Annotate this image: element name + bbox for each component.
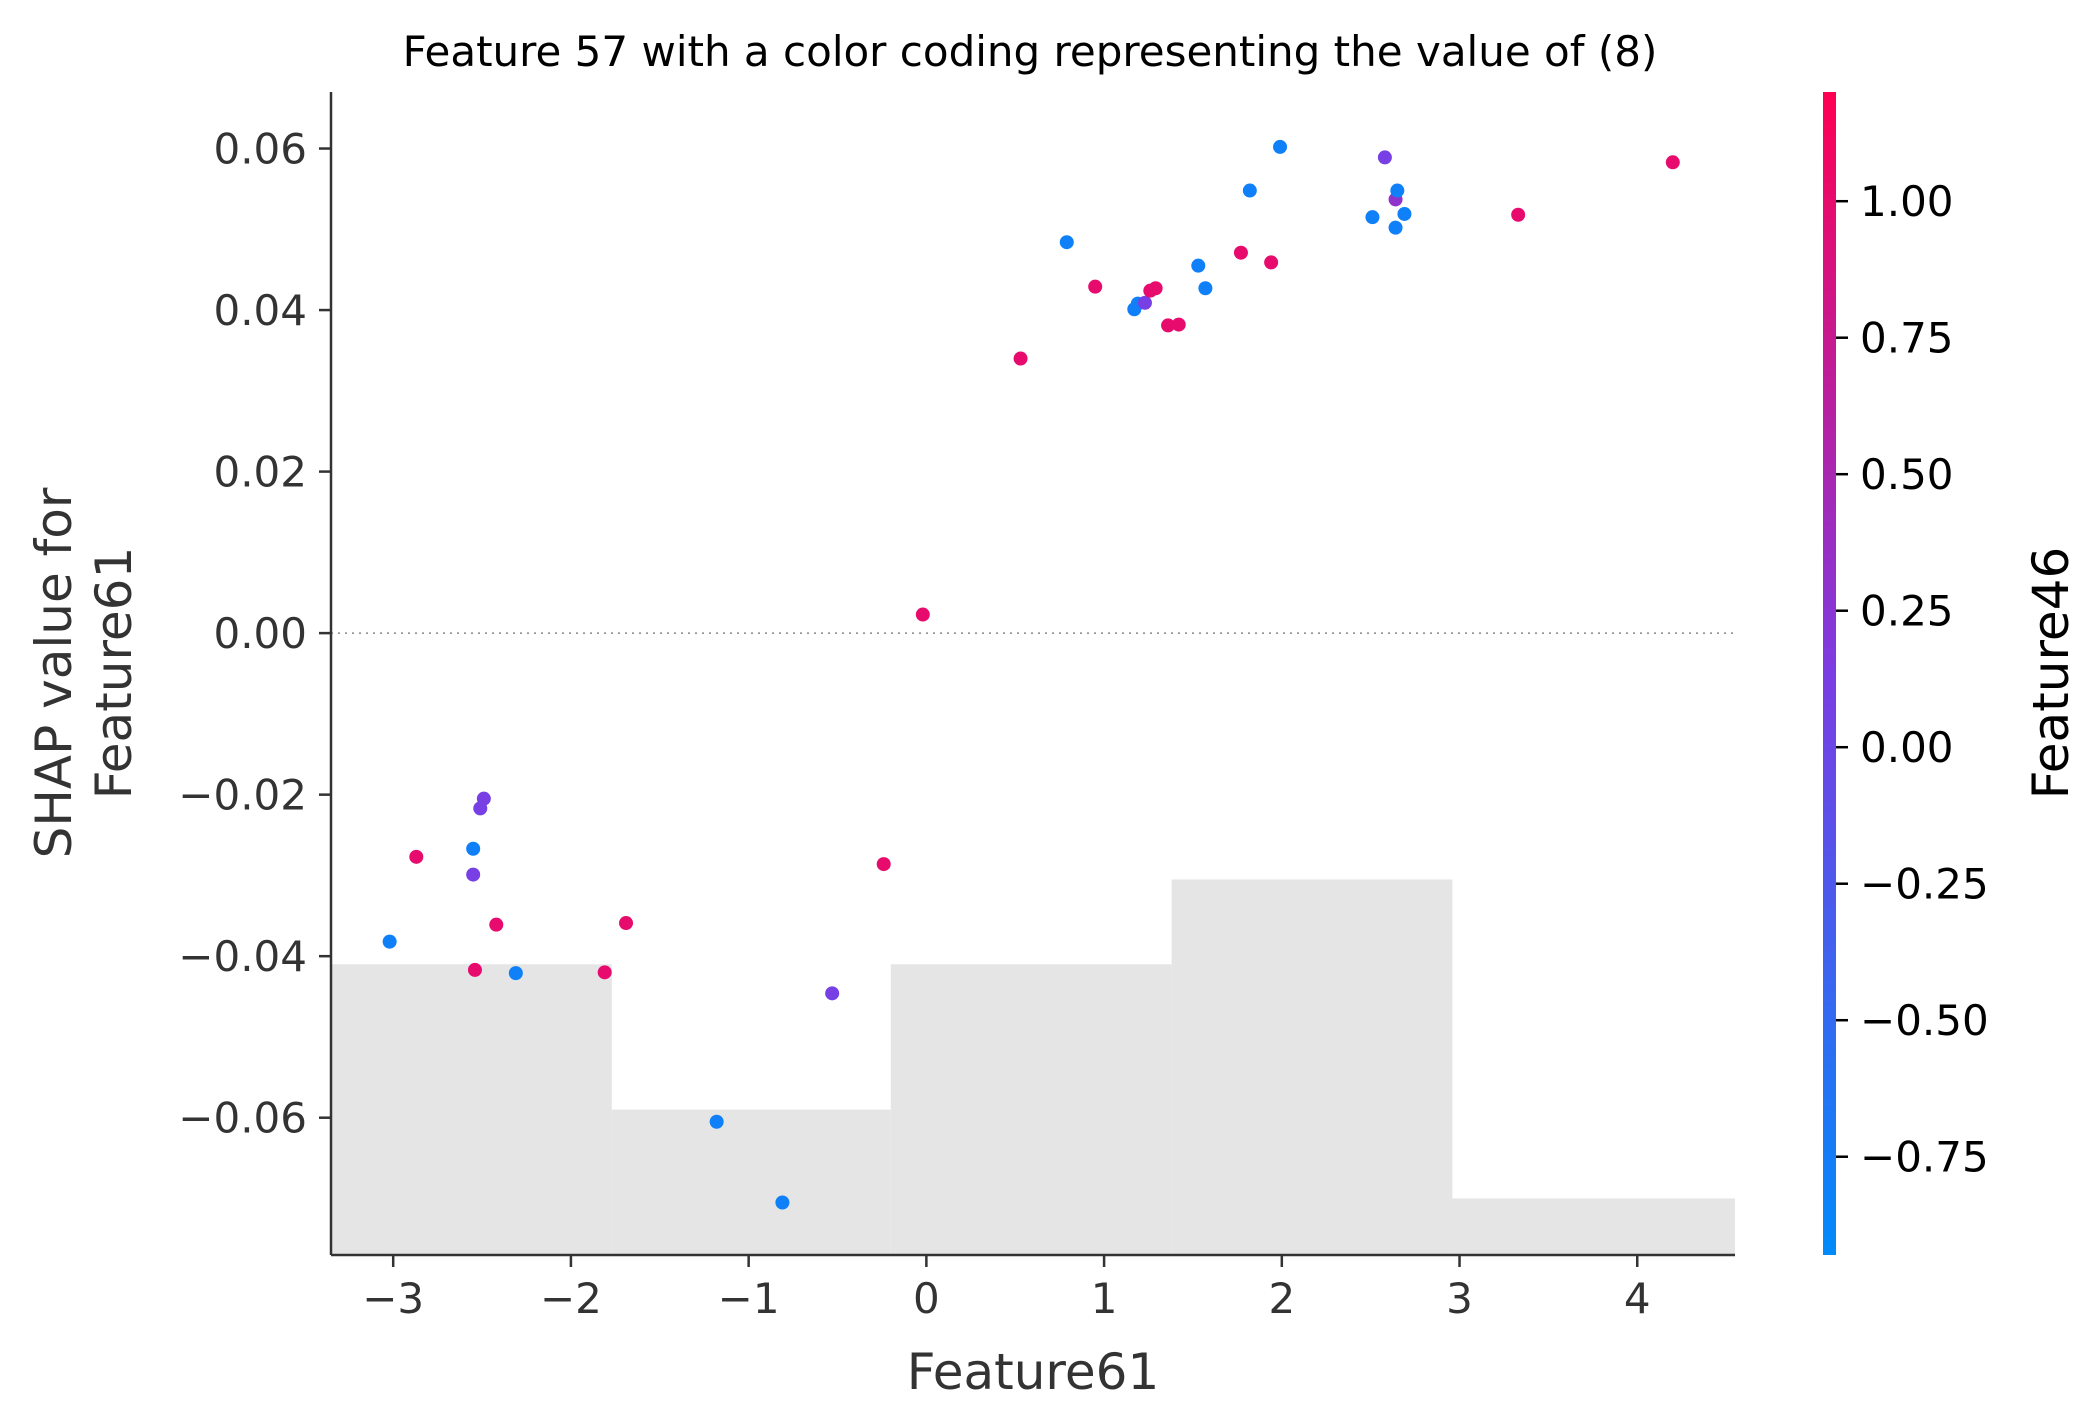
chart-title: Feature 57 with a color coding represent… <box>403 27 1658 76</box>
scatter-point <box>1013 351 1028 366</box>
scatter-point <box>1148 281 1163 296</box>
scatter-point <box>915 607 930 622</box>
scatter-point <box>709 1114 724 1129</box>
scatter-point <box>1511 207 1526 222</box>
scatter-point <box>1171 317 1186 332</box>
colorbar-tick-label: 0.25 <box>1860 587 1954 636</box>
scatter-point <box>476 791 491 806</box>
scatter-point <box>1191 258 1206 273</box>
x-tick-label: 2 <box>1268 1274 1295 1323</box>
scatter-point <box>1388 220 1403 235</box>
scatter-point <box>1198 281 1213 296</box>
x-tick-label: −2 <box>540 1274 602 1323</box>
histogram-bar <box>1452 1198 1735 1255</box>
scatter-point <box>1137 295 1152 310</box>
scatter-point <box>1665 155 1680 170</box>
colorbar-tick-label: −0.75 <box>1860 1133 1989 1182</box>
x-tick-label: 4 <box>1624 1274 1651 1323</box>
y-tick-label: 0.02 <box>213 448 307 497</box>
colorbar-tick-label: 0.75 <box>1860 314 1954 363</box>
background-histogram <box>331 879 1735 1255</box>
scatter-point <box>775 1195 790 1210</box>
y-axis-label-line-1: SHAP value for <box>25 487 83 858</box>
x-tick-label: −1 <box>718 1274 780 1323</box>
histogram-bar <box>890 964 1172 1255</box>
scatter-point <box>508 966 523 981</box>
colorbar-tick-label: 0.00 <box>1860 723 1954 772</box>
y-axis-label-line-2: Feature61 <box>85 547 143 800</box>
y-tick-label: 0.00 <box>213 609 307 658</box>
scatter-point <box>1088 279 1103 294</box>
y-tick-label: 0.06 <box>213 125 307 174</box>
histogram-bar <box>611 1109 891 1255</box>
scatter-point <box>1390 183 1405 198</box>
x-tick-label: −3 <box>362 1274 424 1323</box>
scatter-point <box>1365 210 1380 225</box>
scatter-point <box>876 857 891 872</box>
y-axis-label: SHAP value for Feature61 <box>25 487 143 858</box>
histogram-bar <box>1171 879 1453 1255</box>
x-ticks: −3 −2 −1 0 1 2 3 4 <box>362 1255 1651 1323</box>
scatter-point <box>1273 139 1288 154</box>
scatter-point <box>1397 206 1412 221</box>
colorbar <box>1823 92 1836 1255</box>
histogram-bar <box>331 964 612 1255</box>
colorbar-tick-label: −0.50 <box>1860 996 1989 1045</box>
colorbar-label: Feature46 <box>2022 547 2080 800</box>
colorbar-tick-label: −0.25 <box>1860 860 1989 909</box>
scatter-point <box>382 934 397 949</box>
scatter-point <box>489 917 504 932</box>
scatter-points <box>382 139 1680 1210</box>
x-tick-label: 3 <box>1446 1274 1473 1323</box>
y-tick-label: −0.02 <box>178 771 307 820</box>
y-ticks: 0.06 0.04 0.02 0.00 −0.02 −0.04 −0.06 <box>178 125 331 1143</box>
y-tick-label: −0.06 <box>178 1094 307 1143</box>
y-tick-label: 0.04 <box>213 286 307 335</box>
scatter-point <box>1233 245 1248 260</box>
scatter-point <box>1377 150 1392 165</box>
scatter-point <box>1059 235 1074 250</box>
x-tick-label: 1 <box>1091 1274 1118 1323</box>
colorbar-ticks: 1.00 0.75 0.50 0.25 0.00 −0.25 −0.50 −0.75 <box>1836 177 1989 1182</box>
x-tick-label: 0 <box>913 1274 940 1323</box>
y-tick-label: −0.04 <box>178 932 307 981</box>
scatter-point <box>1264 255 1279 270</box>
scatter-point <box>597 965 612 980</box>
scatter-point <box>466 867 481 882</box>
scatter-point <box>1161 318 1176 333</box>
scatter-point <box>466 841 481 856</box>
scatter-point <box>409 849 424 864</box>
scatter-point <box>825 986 840 1001</box>
x-axis-label: Feature61 <box>907 1343 1160 1401</box>
scatter-point <box>467 962 482 977</box>
colorbar-tick-label: 0.50 <box>1860 450 1954 499</box>
scatter-point <box>1242 183 1257 198</box>
colorbar-tick-label: 1.00 <box>1860 177 1954 226</box>
scatter-point <box>619 916 634 931</box>
